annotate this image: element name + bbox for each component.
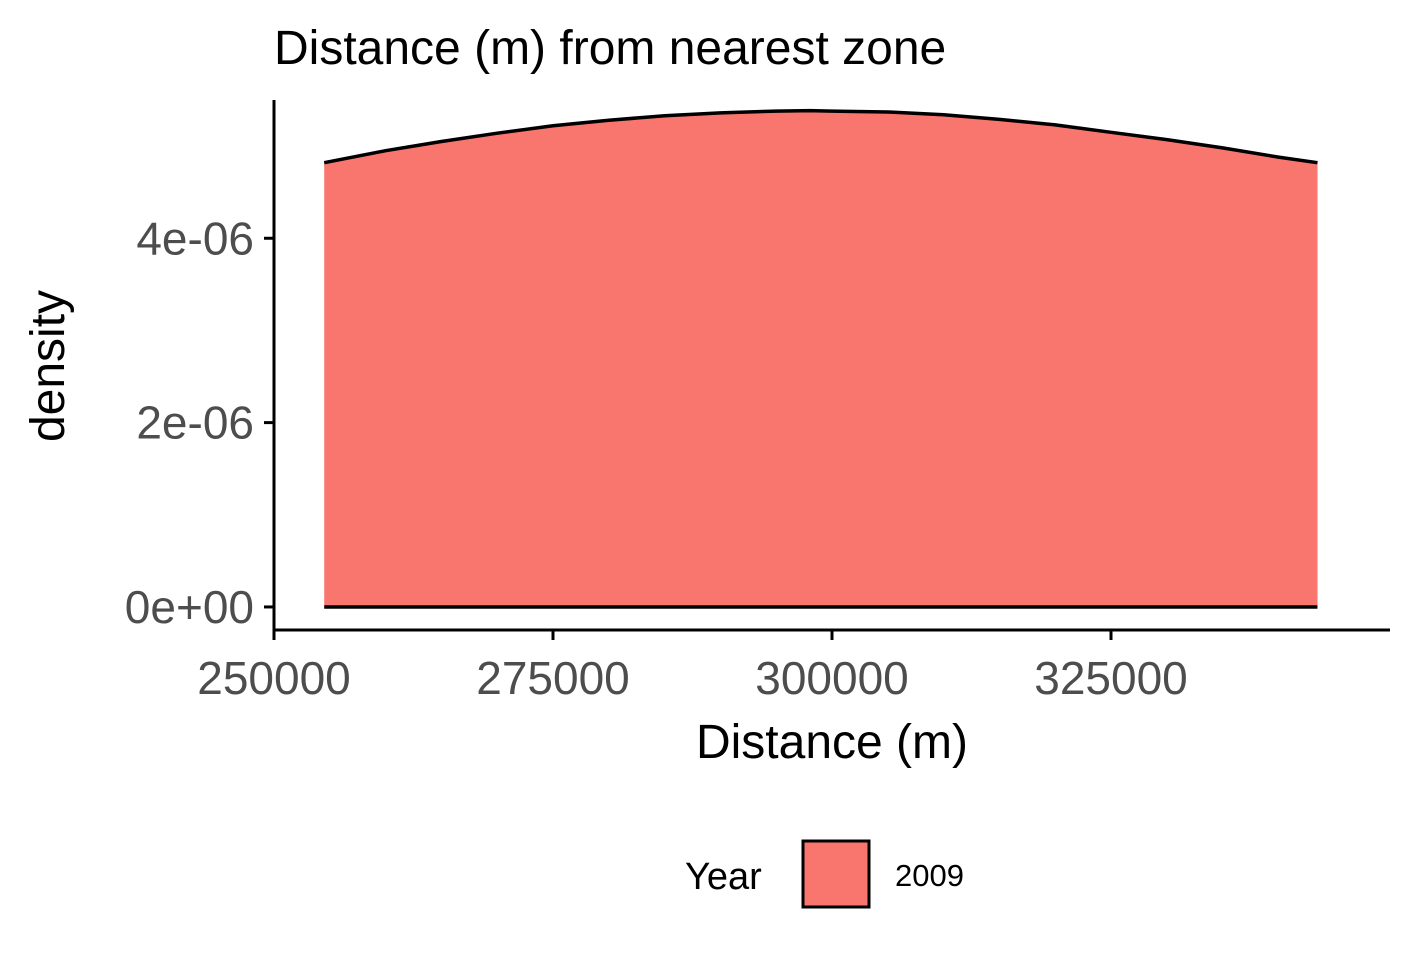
plot-area: [323, 108, 1318, 609]
density-area-2009: [324, 110, 1318, 607]
y-axis-ticks: 0e+00 2e-06 4e-06: [125, 212, 274, 633]
legend-title: Year: [685, 856, 762, 898]
density-curve-2009: [323, 108, 1318, 165]
chart-title: Distance (m) from nearest zone: [274, 22, 946, 75]
legend-key-2009: [801, 839, 871, 909]
legend: Year 2009: [685, 839, 964, 909]
x-tick-label: 250000: [197, 652, 351, 704]
x-tick-label: 325000: [1034, 652, 1188, 704]
y-tick-label: 2e-06: [136, 397, 254, 449]
x-axis-title: Distance (m): [696, 716, 968, 769]
x-axis-ticks: 250000 275000 300000 325000: [197, 630, 1188, 704]
y-tick-label: 0e+00: [125, 581, 254, 633]
legend-label-2009: 2009: [895, 858, 964, 893]
x-tick-label: 275000: [476, 652, 630, 704]
y-tick-label: 4e-06: [136, 212, 254, 264]
y-axis-title: density: [22, 290, 75, 442]
x-tick-label: 300000: [755, 652, 909, 704]
